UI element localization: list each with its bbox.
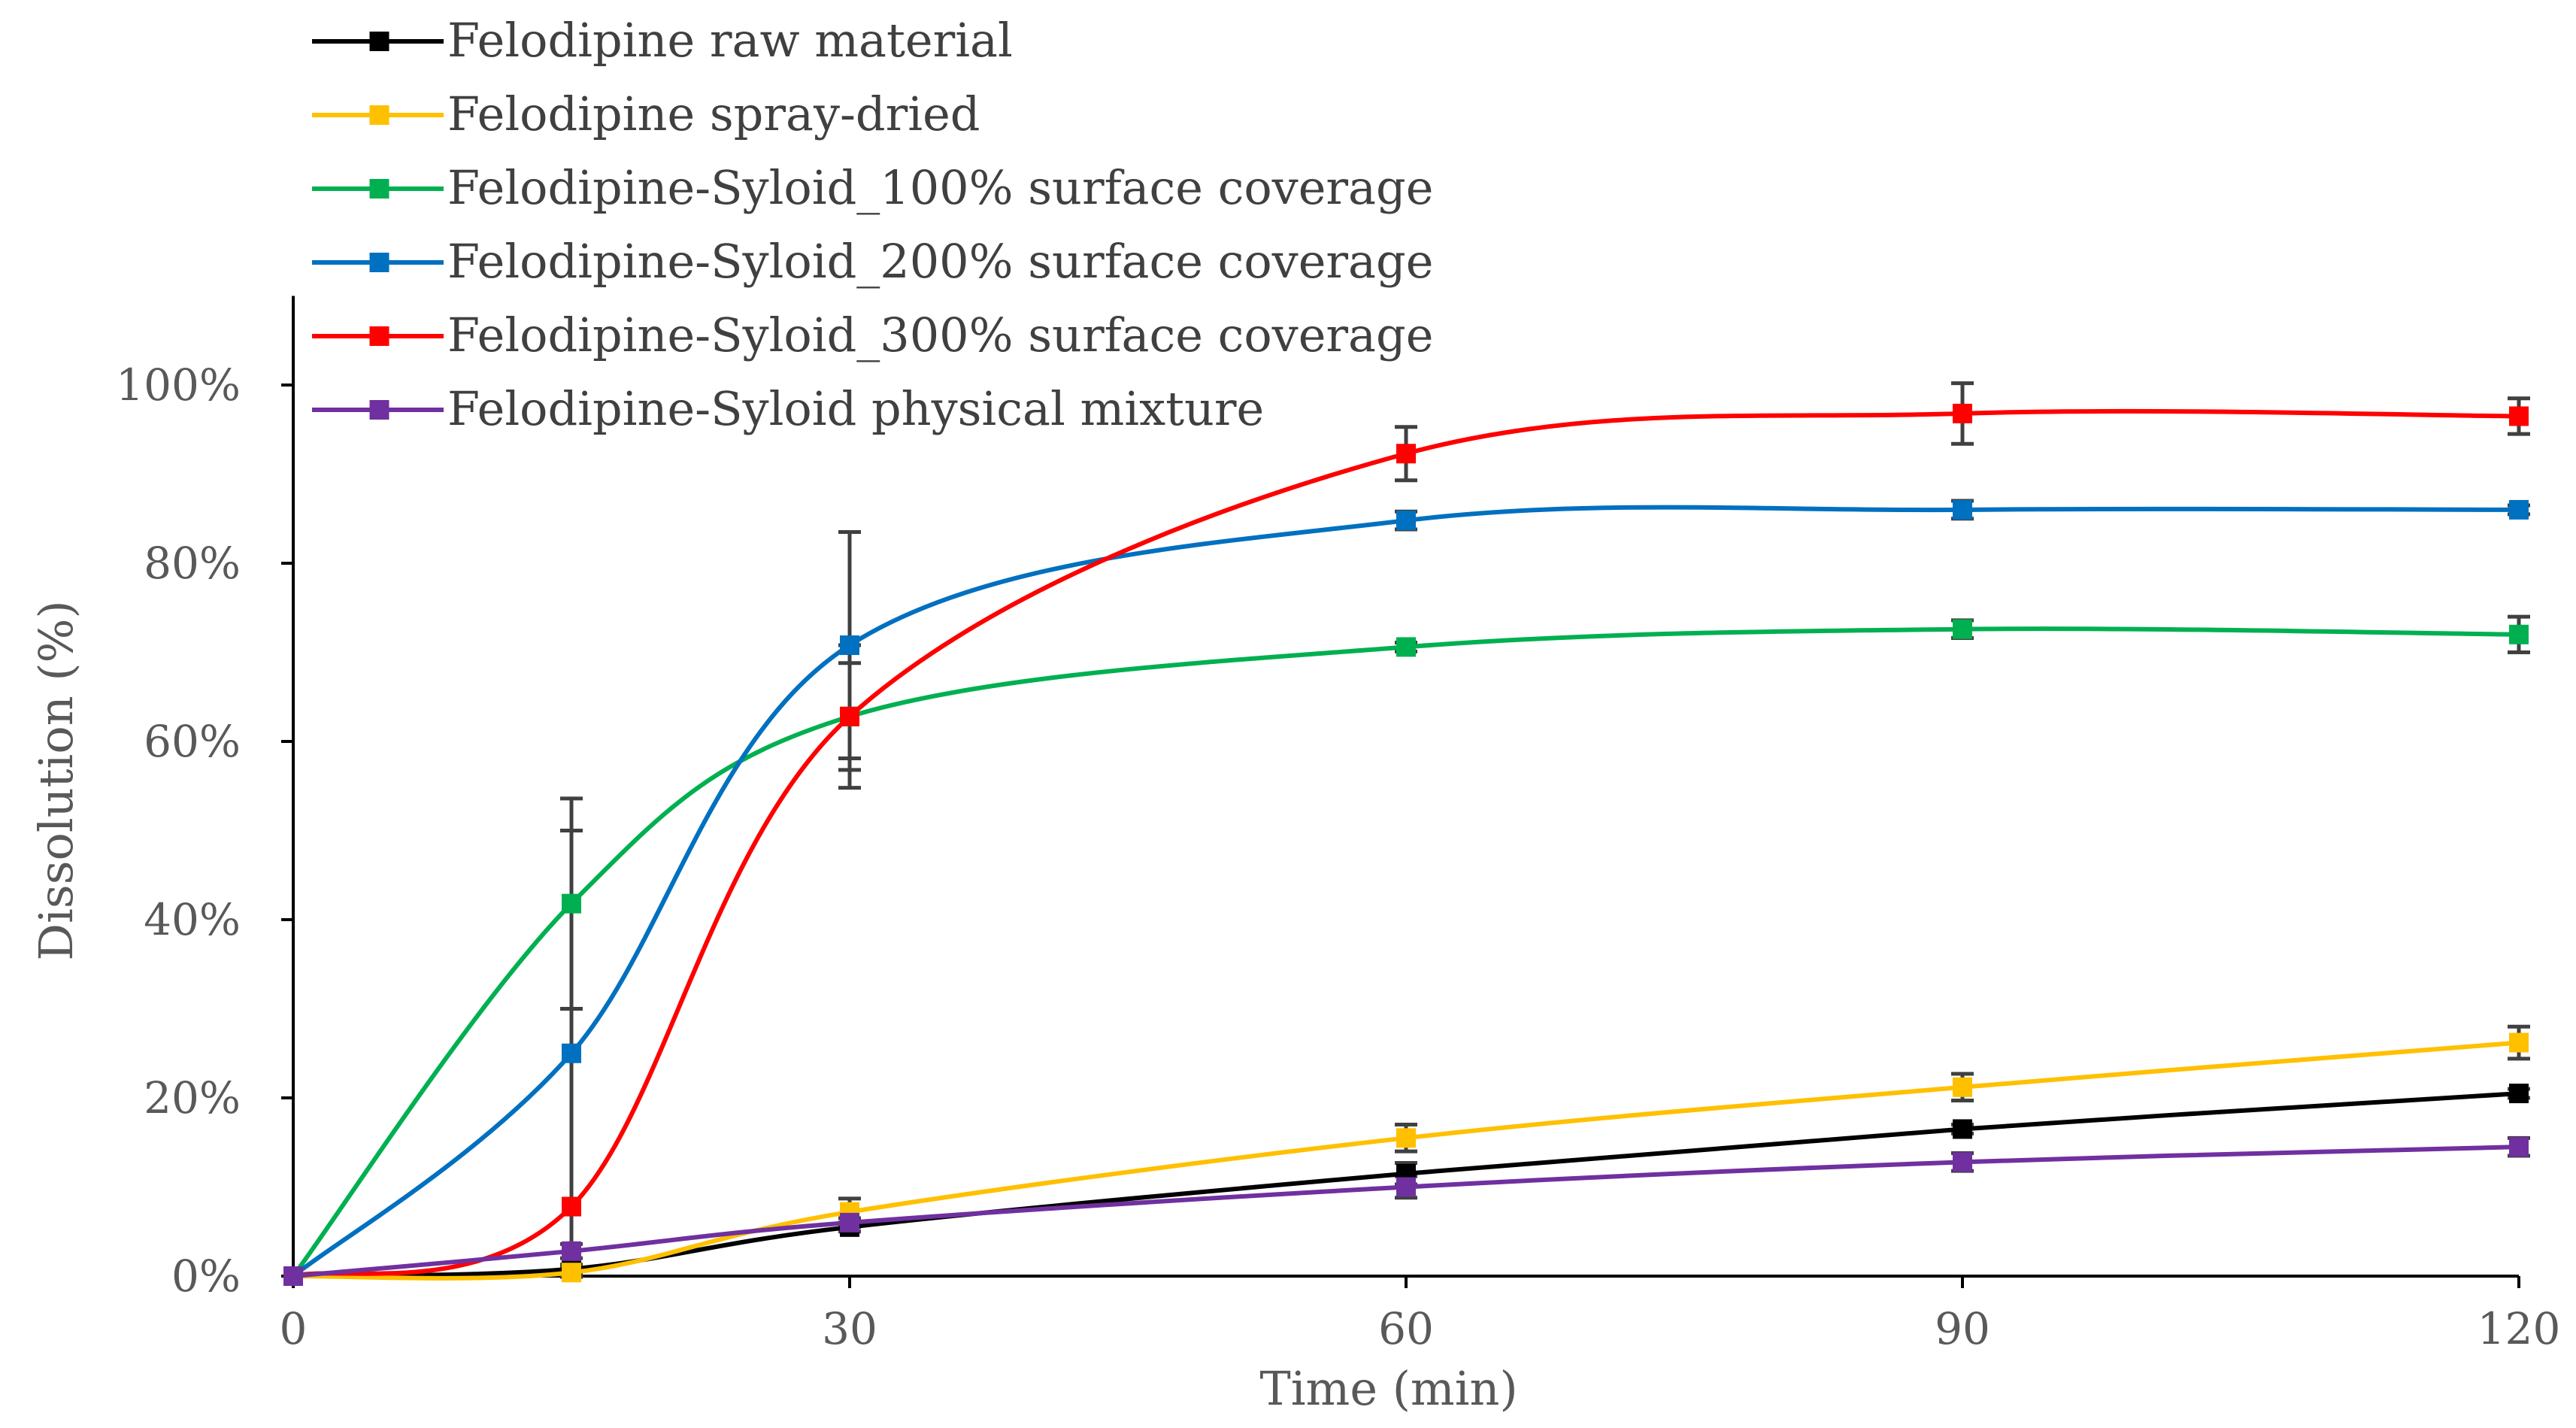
legend: Felodipine raw material Felodipine spray-… bbox=[312, 13, 1433, 436]
data-point bbox=[1953, 619, 1972, 639]
data-point bbox=[1396, 637, 1416, 657]
y-tick-label: 100% bbox=[116, 359, 241, 411]
data-point bbox=[562, 1043, 581, 1063]
legend-item-felodipine-syloid-100-surface-coverage: Felodipine-Syloid_100% surface coverage bbox=[312, 160, 1433, 215]
series-felodipine-syloid-200-surface-coverage bbox=[283, 499, 2529, 1286]
legend-item-felodipine-syloid-physical-mixture: Felodipine-Syloid physical mixture bbox=[312, 381, 1264, 436]
legend-swatch-marker bbox=[369, 253, 389, 272]
data-point bbox=[1953, 1152, 1972, 1172]
legend-label: Felodipine-Syloid_100% surface coverage bbox=[447, 160, 1433, 215]
x-tick-label: 60 bbox=[1378, 1303, 1434, 1354]
y-tick-label: 60% bbox=[144, 716, 241, 767]
legend-swatch-marker bbox=[369, 326, 389, 346]
y-tick-label: 20% bbox=[144, 1072, 241, 1123]
x-tick-label: 30 bbox=[822, 1303, 877, 1354]
legend-label: Felodipine raw material bbox=[447, 13, 1013, 68]
data-point bbox=[840, 635, 859, 656]
x-axis-label: Time (min) bbox=[1259, 1361, 1517, 1416]
data-point bbox=[1953, 1119, 1972, 1139]
x-tick-label: 90 bbox=[1935, 1303, 1990, 1354]
legend-label: Felodipine-Syloid_200% surface coverage bbox=[447, 234, 1433, 289]
data-point bbox=[2509, 1137, 2529, 1157]
y-tick-label: 40% bbox=[144, 894, 241, 945]
series-line bbox=[292, 505, 2520, 1278]
data-point bbox=[562, 1196, 581, 1217]
error-bars-felodipine-syloid-300-surface-coverage bbox=[838, 381, 2530, 790]
legend-swatch-marker bbox=[369, 179, 389, 199]
legend-label: Felodipine spray-dried bbox=[447, 86, 980, 141]
data-point bbox=[840, 1212, 859, 1232]
data-point bbox=[1396, 1177, 1416, 1197]
data-point bbox=[2509, 1032, 2529, 1053]
y-tick-label: 80% bbox=[144, 538, 241, 589]
x-tick-label: 0 bbox=[280, 1303, 308, 1354]
series-felodipine-syloid-physical-mixture bbox=[283, 1137, 2529, 1286]
legend-item-felodipine-syloid-300-surface-coverage: Felodipine-Syloid_300% surface coverage bbox=[312, 308, 1433, 362]
data-point bbox=[562, 1241, 581, 1261]
data-point bbox=[1953, 1077, 1972, 1097]
data-point bbox=[1953, 403, 1972, 423]
series-layer bbox=[283, 381, 2530, 1286]
data-point bbox=[1396, 444, 1416, 464]
error-bars-felodipine-syloid-100-surface-coverage bbox=[560, 614, 2530, 1011]
legend-item-felodipine-spray-dried: Felodipine spray-dried bbox=[312, 86, 980, 141]
series-felodipine-spray-dried bbox=[283, 1032, 2529, 1286]
data-point bbox=[283, 1266, 303, 1286]
axes: 0% 20% 40% 60% 80% 100% 0 30 60 90 120 bbox=[116, 296, 2561, 1354]
y-tick-label: 0% bbox=[171, 1251, 241, 1302]
legend-label: Felodipine-Syloid_300% surface coverage bbox=[447, 308, 1433, 362]
data-point bbox=[840, 706, 859, 726]
data-point bbox=[562, 893, 581, 914]
error-bars-felodipine-syloid-200-surface-coverage bbox=[560, 499, 2530, 1278]
data-point bbox=[2509, 499, 2529, 520]
data-point bbox=[562, 1263, 581, 1283]
legend-label: Felodipine-Syloid physical mixture bbox=[447, 381, 1264, 436]
x-tick-label: 120 bbox=[2478, 1303, 2561, 1354]
legend-item-felodipine-syloid-200-surface-coverage: Felodipine-Syloid_200% surface coverage bbox=[312, 234, 1433, 289]
series-line bbox=[291, 626, 2520, 1278]
data-point bbox=[2509, 624, 2529, 644]
data-point bbox=[2509, 1084, 2529, 1104]
data-point bbox=[1953, 499, 1972, 520]
legend-swatch-marker bbox=[369, 32, 389, 51]
legend-item-felodipine-raw-material: Felodipine raw material bbox=[312, 13, 1013, 68]
series-line bbox=[292, 1040, 2520, 1281]
data-point bbox=[2509, 406, 2529, 426]
data-point bbox=[1396, 511, 1416, 531]
data-point bbox=[1396, 1128, 1416, 1148]
y-axis-label: Dissolution (%) bbox=[29, 600, 83, 960]
legend-swatch-marker bbox=[369, 400, 389, 420]
legend-swatch-marker bbox=[369, 105, 389, 125]
